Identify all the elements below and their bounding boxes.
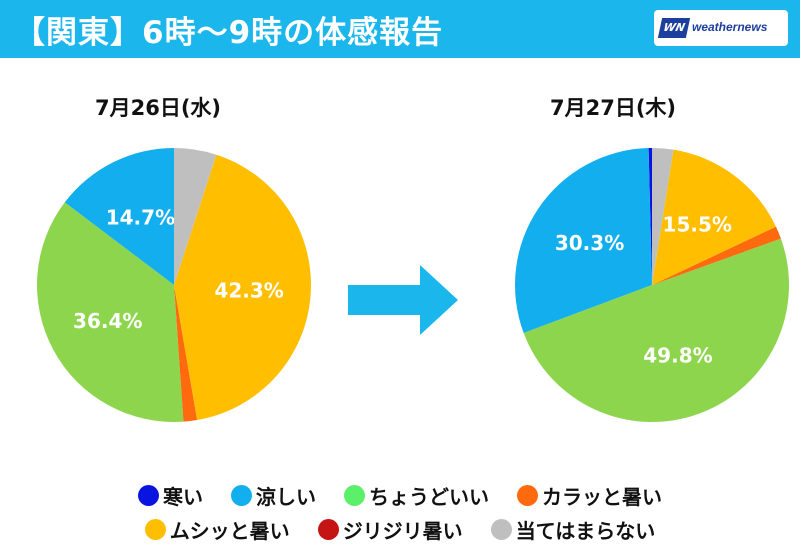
legend-label: ムシッと暑い	[169, 518, 290, 543]
pie-slice	[174, 154, 311, 421]
legend-label: 涼しい	[256, 484, 316, 509]
legend: 寒い 涼しい ちょうどいい カラッと暑い ムシッと暑い ジリジリ暑い 当てはまらない	[0, 478, 800, 546]
legend-item: ちょうどいい	[344, 481, 489, 510]
pie-slice	[515, 148, 652, 334]
chart-title-0726: 7月26日(水)	[95, 96, 222, 120]
chart-title-0727: 7月27日(木)	[550, 96, 677, 120]
data-label: 30.3%	[555, 231, 624, 255]
legend-row: 寒い 涼しい ちょうどいい カラッと暑い	[0, 478, 800, 512]
legend-label: ちょうどいい	[369, 484, 489, 509]
legend-label: 寒い	[163, 484, 203, 509]
legend-swatch	[317, 518, 339, 540]
legend-item: 当てはまらない	[490, 515, 656, 544]
data-label: 42.3%	[214, 278, 283, 302]
legend-swatch	[517, 484, 538, 506]
data-label: 36.4%	[73, 309, 142, 333]
legend-item: 寒い	[138, 481, 203, 510]
legend-swatch	[490, 518, 512, 540]
data-label: 49.8%	[643, 344, 712, 368]
legend-row: ムシッと暑い ジリジリ暑い 当てはまらない	[0, 512, 800, 546]
arrow-icon	[348, 265, 458, 335]
pie-slice	[523, 238, 790, 423]
data-label: 15.5%	[663, 213, 732, 237]
pie-slice	[174, 148, 217, 285]
legend-swatch	[344, 484, 365, 506]
legend-item: カラッと暑い	[517, 481, 662, 510]
legend-swatch	[231, 484, 252, 506]
pie-slice	[652, 149, 776, 285]
pie-slice	[648, 148, 652, 285]
legend-label: ジリジリ暑い	[342, 518, 463, 543]
pie-slice	[652, 148, 674, 285]
legend-item: ジリジリ暑い	[317, 515, 463, 544]
legend-item: 涼しい	[231, 481, 316, 510]
legend-label: 当てはまらない	[515, 518, 656, 543]
legend-item: ムシッと暑い	[144, 515, 290, 544]
logo-text: weathernews	[692, 20, 768, 34]
header-bar: 【関東】6時〜9時の体感報告 WN weathernews	[0, 0, 800, 58]
pie-slice	[64, 148, 174, 285]
pie-chart-0727: 30.3% 49.8% 15.5%	[515, 148, 790, 423]
legend-label: カラッと暑い	[542, 484, 662, 509]
legend-swatch	[144, 518, 166, 540]
data-label: 14.7%	[106, 206, 175, 230]
pie-chart-0726: 14.7% 36.4% 42.3%	[37, 148, 311, 422]
weathernews-logo: WN weathernews	[654, 10, 788, 46]
page-title: 【関東】6時〜9時の体感報告	[14, 15, 444, 51]
legend-swatch	[138, 484, 159, 506]
pie-slice	[652, 226, 781, 285]
pie-slice	[37, 202, 184, 422]
pie-slice	[174, 285, 198, 422]
